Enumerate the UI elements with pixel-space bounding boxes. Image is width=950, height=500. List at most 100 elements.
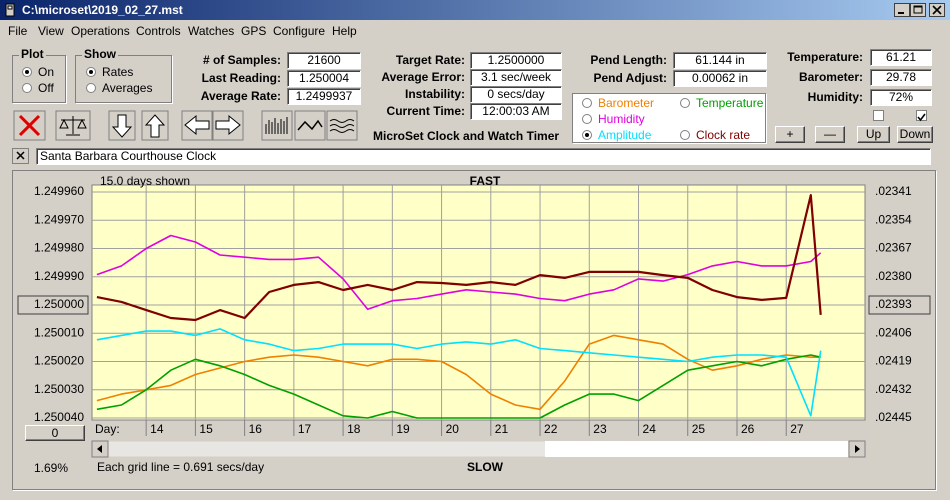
series-line [96,354,821,419]
clock-name-field[interactable]: Santa Barbara Courthouse Clock [36,148,931,165]
menu-item[interactable]: Configure [273,24,326,38]
field-value[interactable]: 1.2500000 [470,52,562,69]
legend-label[interactable]: Temperature [696,96,764,110]
radio-label[interactable]: On [38,65,55,79]
window-controls[interactable] [894,3,946,18]
legend-radio[interactable] [582,130,592,140]
checkbox[interactable] [873,110,884,121]
button[interactable]: + [775,126,805,143]
y2-tick-label: .02432 [875,382,912,396]
scrollbar[interactable] [91,440,866,458]
y-tick-label: 1.249970 [34,212,84,226]
down-button[interactable] [108,110,136,141]
x-tick-label: 24 [643,422,657,436]
radio-button[interactable] [86,83,96,93]
field-value[interactable]: 0.00062 in [673,70,767,87]
plot-group [12,55,66,103]
span-label: 15.0 days shown [100,174,190,188]
series-line [96,334,821,411]
chart-panel [12,170,936,490]
legend-radio[interactable] [582,114,592,124]
field-value[interactable]: 3.1 sec/week [470,69,562,86]
left-button[interactable] [181,110,213,141]
field-value[interactable]: 61.144 in [673,52,767,69]
wave-button[interactable] [294,110,326,141]
series-line [96,328,822,417]
field-value[interactable]: 0 secs/day [470,86,562,103]
radio-button[interactable] [22,67,32,77]
y2-tick-label: .02354 [875,212,912,226]
legend-radio[interactable] [680,98,690,108]
app-title: MicroSet Clock and Watch Timer [373,129,560,143]
toolbar [13,110,358,141]
up-button[interactable] [141,110,169,141]
field-value[interactable]: 1.2499937 [287,88,361,105]
button[interactable]: Down [897,126,933,143]
radio-label[interactable]: Rates [102,65,134,79]
legend-label[interactable]: Humidity [598,112,645,126]
legend-radio[interactable] [582,98,592,108]
x-tick-label: 19 [396,422,410,436]
x-tick-label: 26 [741,422,755,436]
scroll-thumb [545,441,848,457]
reference-button [17,295,89,315]
right-button[interactable] [212,110,244,141]
field-value[interactable]: 72% [870,89,932,106]
menu-item[interactable]: Controls [136,24,181,38]
zero-button[interactable]: 0 [25,425,85,441]
field-value[interactable]: 29.78 [870,69,932,86]
chart: FAST 15.0 days shown 1.249960 1.249970 1.249… [17,174,931,474]
y-tick-label: 1.249980 [34,241,84,255]
menu-item[interactable]: File [8,24,28,38]
field-value[interactable]: 61.21 [870,49,932,66]
field-value[interactable]: 21600 [287,52,361,69]
series-line [96,194,822,322]
scroll-arrow [855,445,860,453]
bars-button[interactable] [261,110,293,141]
legend-radio[interactable] [680,130,690,140]
radio-button[interactable] [22,83,32,93]
field-label: Current Time: [386,104,465,118]
button[interactable]: — [815,126,845,143]
field-label: Average Error: [381,70,465,84]
chart-bottom-label: SLOW [467,460,504,474]
y-tick-label: 1.250020 [34,354,84,368]
legend-label[interactable]: Barometer [598,96,655,110]
balance-button[interactable] [55,110,91,141]
radio-label[interactable]: Averages [102,81,153,95]
menu-item[interactable]: Operations [71,24,130,38]
radio-label[interactable]: Off [38,81,54,95]
menu-item[interactable]: Help [332,24,357,38]
menu-item[interactable]: Watches [188,24,235,38]
group-label: Plot [19,47,46,61]
lines-button[interactable] [326,110,358,141]
y2-tick-label: .02393 [875,297,912,311]
checkbox[interactable] [916,110,927,122]
button[interactable]: Up [857,126,890,143]
field-value[interactable]: 12:00:03 AM [470,103,562,120]
legend-label[interactable]: Amplitude [598,128,652,142]
x-tick-label: 27 [790,422,804,436]
y2-tick-label: .02419 [875,354,912,368]
stop-button[interactable] [13,110,46,141]
field-label: Average Rate: [200,89,281,103]
x-tick-label: 21 [495,422,509,436]
field-value[interactable]: 1.250004 [287,70,361,87]
field-label: Pend Length: [590,53,667,67]
legend-label[interactable]: Clock rate [696,128,751,142]
field-label: Pend Adjust: [593,71,667,85]
app-icon [5,3,15,17]
y-tick-label: 1.250000 [34,297,84,311]
y2-tick-label: .02367 [875,241,912,255]
menu-item[interactable]: GPS [241,24,267,38]
x-tick-label: 20 [446,422,460,436]
x-tick-label: 17 [298,422,312,436]
show-group [75,55,172,103]
menu-item[interactable]: View [38,24,64,38]
y-tick-label: 1.249960 [34,184,84,198]
close-clock-button[interactable] [12,148,30,165]
y-tick-label: 1.250010 [34,325,84,339]
radio-button[interactable] [86,67,96,77]
title-bar [0,0,950,20]
